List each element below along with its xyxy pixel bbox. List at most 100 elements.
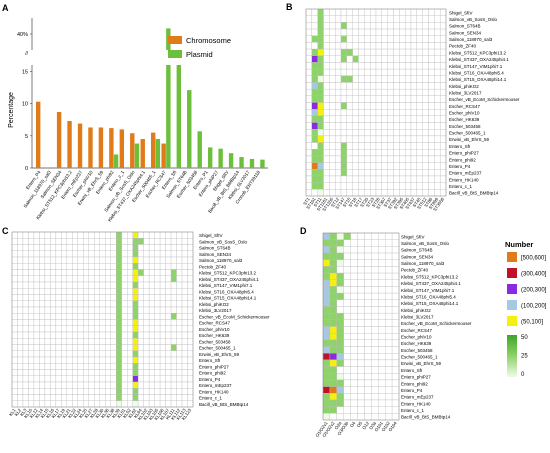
heat-cell bbox=[116, 256, 122, 264]
heat-cell bbox=[154, 400, 161, 408]
heat-cell bbox=[352, 155, 359, 163]
heat-cell bbox=[311, 75, 318, 83]
heat-cell bbox=[422, 8, 429, 16]
heat-cell bbox=[17, 313, 24, 320]
heat-cell bbox=[322, 379, 331, 387]
row-label: Erwini_vB_EhrS_59 bbox=[449, 137, 490, 142]
heat-cell bbox=[28, 269, 35, 276]
heat-cell bbox=[336, 286, 344, 294]
heat-cell bbox=[364, 62, 371, 70]
heat-cell bbox=[323, 162, 330, 170]
row-label: Bacill_vB_BtS_BMBtp14 bbox=[449, 191, 499, 196]
heat-cell bbox=[428, 149, 435, 157]
heat-cell bbox=[364, 299, 372, 307]
heat-cell bbox=[385, 413, 393, 421]
heat-cell bbox=[121, 238, 128, 245]
heat-cell bbox=[385, 319, 393, 327]
heat-frame bbox=[305, 8, 447, 197]
heat-cell bbox=[121, 350, 128, 358]
row-label: Escher_RCS47 bbox=[401, 328, 433, 333]
heat-cell bbox=[33, 331, 40, 339]
heat-cell bbox=[305, 149, 313, 157]
heat-cell bbox=[391, 306, 400, 314]
heat-cell bbox=[375, 62, 383, 70]
heat-cell bbox=[55, 338, 62, 345]
heat-cell bbox=[428, 35, 435, 43]
heat-cell bbox=[88, 344, 95, 351]
heat-cell bbox=[33, 300, 40, 308]
heat-cell bbox=[39, 363, 46, 370]
heat-cell bbox=[110, 244, 117, 251]
heat-cell bbox=[391, 266, 400, 274]
heat-cell bbox=[387, 155, 394, 163]
column-label: KL17 bbox=[51, 407, 61, 419]
heat-cell bbox=[391, 406, 400, 414]
heat-cell bbox=[371, 292, 379, 300]
heat-cell bbox=[340, 162, 348, 170]
heat-cell bbox=[121, 319, 128, 326]
heat-cell bbox=[105, 269, 111, 276]
heat-cell bbox=[329, 266, 337, 274]
heat-cell bbox=[132, 344, 139, 351]
heat-cell bbox=[364, 102, 371, 110]
heat-cell bbox=[385, 299, 393, 307]
heat-cell bbox=[343, 319, 351, 327]
heat-cell bbox=[346, 149, 353, 157]
heat-cell bbox=[99, 275, 106, 283]
heat-cell bbox=[170, 388, 177, 395]
row-label: Entero_phi92 bbox=[401, 381, 428, 386]
heat-cell bbox=[72, 294, 78, 301]
heat-cell bbox=[352, 182, 359, 190]
heat-cell bbox=[317, 129, 324, 137]
heat-cell bbox=[165, 294, 172, 301]
heat-cell bbox=[393, 155, 400, 163]
heat-cell bbox=[132, 288, 139, 295]
heat-cell bbox=[364, 359, 372, 367]
y-axis-label: Percentage bbox=[8, 92, 15, 128]
heat-cell bbox=[329, 399, 337, 407]
heat-cell bbox=[346, 75, 353, 83]
heat-cell bbox=[375, 82, 383, 90]
heat-cell bbox=[110, 400, 117, 408]
heat-cell bbox=[66, 319, 73, 326]
heat-cell bbox=[364, 266, 372, 274]
heat-cell bbox=[343, 359, 351, 367]
heat-cell bbox=[364, 286, 372, 294]
heat-cell bbox=[170, 356, 177, 364]
heat-cell bbox=[371, 286, 379, 294]
column-label: KL10 bbox=[23, 407, 33, 419]
heat-cell bbox=[39, 263, 46, 270]
bar bbox=[187, 90, 192, 168]
heat-cell bbox=[364, 75, 371, 83]
row-label: Entero_SfI bbox=[449, 144, 470, 149]
heat-cell bbox=[132, 313, 139, 320]
heat-cell bbox=[340, 122, 348, 130]
heat-cell bbox=[66, 244, 73, 251]
heat-cell bbox=[132, 381, 139, 389]
heat-cell bbox=[170, 331, 177, 339]
heat-cell bbox=[358, 22, 365, 30]
heat-cell bbox=[50, 294, 57, 301]
heat-cell bbox=[391, 246, 400, 254]
bar bbox=[36, 101, 41, 168]
heat-cell bbox=[329, 82, 336, 90]
heat-cell bbox=[311, 162, 318, 170]
heat-cell bbox=[154, 325, 161, 333]
column-label: ST307 bbox=[375, 196, 387, 210]
heat-cell bbox=[416, 42, 423, 50]
heat-cell bbox=[143, 325, 150, 333]
heat-cell bbox=[336, 379, 344, 387]
heat-cell bbox=[364, 306, 372, 314]
heat-cell bbox=[311, 189, 318, 197]
heat-cell bbox=[72, 231, 78, 239]
heat-cell bbox=[170, 288, 177, 295]
heat-cell bbox=[416, 88, 423, 96]
heat-cell bbox=[77, 250, 84, 258]
heat-cell bbox=[369, 82, 377, 90]
heat-cell bbox=[340, 88, 348, 96]
heat-cell bbox=[357, 406, 365, 414]
row-label: Escher_vB_EcoM_Schickermooser bbox=[401, 321, 472, 326]
heat-cell bbox=[94, 256, 100, 264]
heat-cell bbox=[329, 326, 337, 334]
heat-cell bbox=[66, 231, 73, 239]
